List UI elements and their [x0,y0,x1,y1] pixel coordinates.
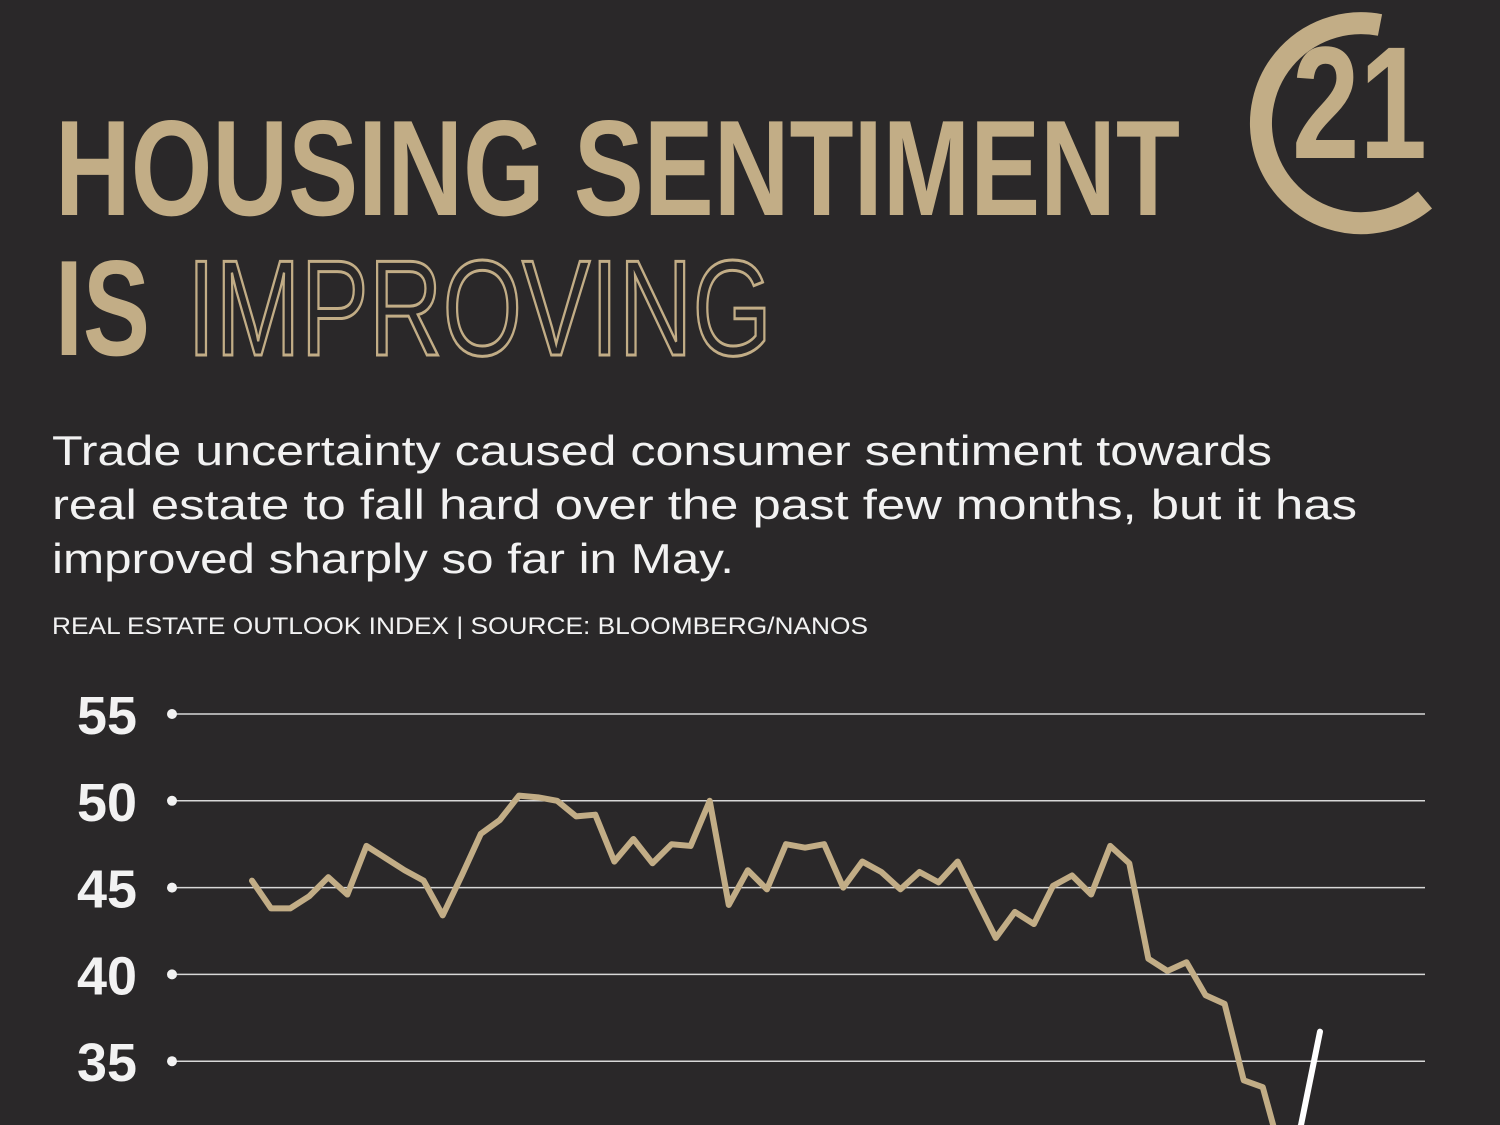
tick-dot [167,795,177,806]
tick-dot [167,1056,177,1067]
line [249,792,1277,1125]
body-text: Trade uncertainty caused consumer sentim… [52,427,1272,474]
logo-text: 21 [1292,13,1427,192]
tick-dot [167,882,177,893]
title-outline: IMPROVING [187,232,772,384]
logo-arc [1250,12,1433,235]
y-tick-label: 40 [77,946,137,1006]
y-tick-label: 35 [77,1033,137,1093]
y-tick-label: 50 [77,773,137,833]
tick-dot [167,969,177,980]
source: REAL ESTATE OUTLOOK INDEX | SOURCE: BLOO… [52,613,868,640]
body-text: improved sharply so far in May. [52,535,734,582]
line [1297,1028,1323,1125]
tick-dot [167,709,177,719]
title: HOUSING SENTIMENT [55,92,1180,244]
y-tick-label: 30 [77,1120,137,1125]
body-text: real estate to fall hard over the past f… [52,481,1357,528]
y-tick-label: 45 [77,860,137,920]
y-tick-label: 55 [77,686,137,746]
title: IS [55,232,150,384]
